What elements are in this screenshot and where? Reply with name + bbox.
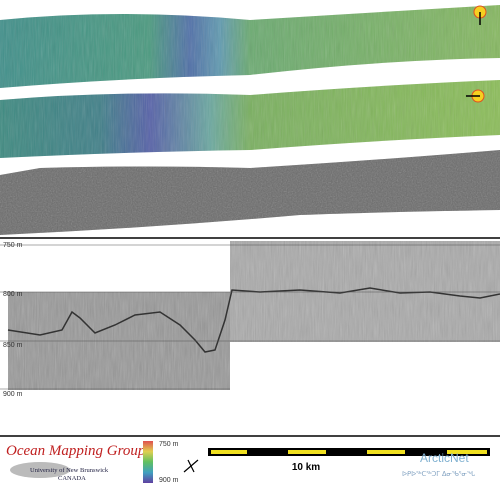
group-name: Ocean Mapping Group [6, 443, 146, 459]
university: University of New Brunswick [30, 467, 109, 474]
scale-label: 10 km [292, 462, 320, 473]
depth-label: 750 m [3, 242, 23, 249]
colorbar-label: 750 m [159, 441, 179, 448]
depth-label: 900 m [3, 391, 23, 398]
subbottom-profile: 750 m 800 m 850 m 900 m [0, 241, 500, 398]
colorbar-label: 900 m [159, 477, 179, 484]
scale-bar [208, 448, 490, 456]
country: CANADA [58, 475, 86, 482]
depth-label: 850 m [3, 342, 23, 349]
partner-syllabics: ᐅᑭᐅᖅᑕᖅᑐᒥ ᐃᓂᖃᕐᓂᖓ [402, 470, 475, 478]
partner-name: ArcticNet [420, 451, 469, 465]
north-arrow [183, 459, 199, 473]
colorbar [143, 441, 153, 483]
footer: Ocean Mapping Group University of New Br… [6, 441, 490, 484]
swath-bands [0, 5, 500, 235]
depth-label: 800 m [3, 291, 23, 298]
